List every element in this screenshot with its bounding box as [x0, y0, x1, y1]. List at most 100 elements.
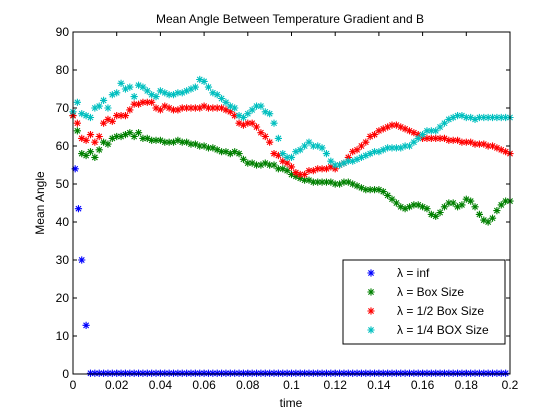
- data-point: [143, 134, 151, 142]
- data-point: [488, 214, 497, 222]
- x-axis-label: time: [280, 396, 303, 410]
- data-point: [379, 188, 387, 196]
- data-point: [91, 138, 99, 146]
- data-point: [174, 136, 182, 144]
- data-point: [327, 163, 335, 171]
- data-point: [134, 129, 143, 137]
- data-point: [432, 369, 440, 377]
- data-point: [370, 186, 379, 194]
- data-point: [340, 159, 348, 167]
- data-point: [401, 125, 409, 133]
- data-point: [121, 131, 130, 139]
- data-point: [375, 186, 383, 194]
- data-point: [191, 83, 199, 91]
- data-point: [414, 134, 422, 142]
- data-point: [217, 104, 226, 112]
- data-point: [436, 123, 444, 131]
- data-point: [200, 369, 208, 377]
- data-point: [423, 127, 431, 135]
- data-point: [274, 134, 282, 142]
- data-point: [200, 142, 208, 150]
- data-point: [375, 148, 383, 156]
- data-point: [117, 112, 125, 120]
- data-point: [274, 165, 282, 173]
- data-point: [357, 369, 366, 377]
- data-point: [183, 87, 191, 95]
- data-point: [366, 369, 374, 377]
- data-point: [187, 104, 195, 112]
- data-point: [71, 165, 79, 173]
- data-point: [235, 119, 243, 127]
- data-point: [480, 140, 488, 148]
- y-tick-label: 80: [56, 63, 70, 77]
- data-point: [296, 146, 304, 154]
- data-point: [239, 113, 248, 122]
- data-point: [113, 369, 121, 377]
- data-point: [445, 199, 453, 207]
- data-point: [217, 148, 226, 156]
- data-point: [152, 93, 160, 101]
- data-point: [152, 136, 160, 144]
- data-point: [480, 216, 488, 224]
- data-point: [449, 369, 457, 377]
- data-point: [134, 369, 143, 377]
- data-point: [152, 104, 160, 112]
- data-point: [449, 136, 457, 144]
- data-point: [493, 369, 501, 377]
- data-point: [331, 165, 339, 173]
- data-point: [78, 256, 86, 264]
- data-point: [488, 369, 497, 377]
- data-point: [283, 369, 291, 377]
- data-point: [239, 155, 248, 163]
- data-point: [366, 132, 374, 141]
- data-point: [108, 134, 116, 142]
- data-point: [73, 98, 81, 106]
- data-point: [349, 157, 357, 165]
- data-point: [445, 369, 453, 377]
- data-point: [449, 113, 457, 122]
- data-point: [292, 148, 300, 156]
- data-point: [410, 369, 418, 377]
- data-point: [401, 369, 409, 377]
- data-point: [82, 321, 90, 329]
- chart-title: Mean Angle Between Temperature Gradient …: [156, 12, 424, 26]
- legend-label: λ = Box Size: [397, 285, 464, 299]
- data-point: [126, 129, 134, 137]
- data-point: [196, 104, 204, 112]
- data-point: [252, 123, 261, 131]
- data-point: [318, 144, 326, 152]
- data-point: [213, 91, 221, 99]
- data-point: [287, 153, 296, 161]
- legend-marker: [367, 288, 375, 296]
- legend-marker: [367, 307, 375, 315]
- data-point: [432, 212, 440, 220]
- data-point: [305, 369, 313, 377]
- data-point: [121, 85, 130, 93]
- data-point: [467, 113, 475, 122]
- data-point: [349, 148, 357, 156]
- data-point: [274, 151, 282, 160]
- data-point: [183, 138, 191, 146]
- data-point: [322, 178, 331, 186]
- data-point: [78, 150, 86, 158]
- data-point: [384, 123, 392, 131]
- y-tick-label: 40: [56, 215, 70, 229]
- data-point: [99, 369, 108, 377]
- data-point: [370, 131, 379, 139]
- data-point: [427, 134, 435, 142]
- series-3: [69, 75, 514, 169]
- data-point: [252, 102, 261, 110]
- data-point: [222, 98, 230, 106]
- data-point: [235, 150, 243, 158]
- data-point: [165, 138, 173, 146]
- data-point: [86, 131, 95, 139]
- data-point: [148, 91, 156, 99]
- data-point: [480, 369, 488, 377]
- data-point: [392, 144, 400, 152]
- y-tick-label: 20: [56, 291, 70, 305]
- data-point: [410, 129, 418, 137]
- legend-items: λ = inf λ = Box Size λ = 1/2 Box Size λ = 1…: [367, 266, 489, 337]
- data-point: [353, 146, 361, 154]
- data-point: [257, 129, 265, 137]
- data-point: [436, 134, 444, 142]
